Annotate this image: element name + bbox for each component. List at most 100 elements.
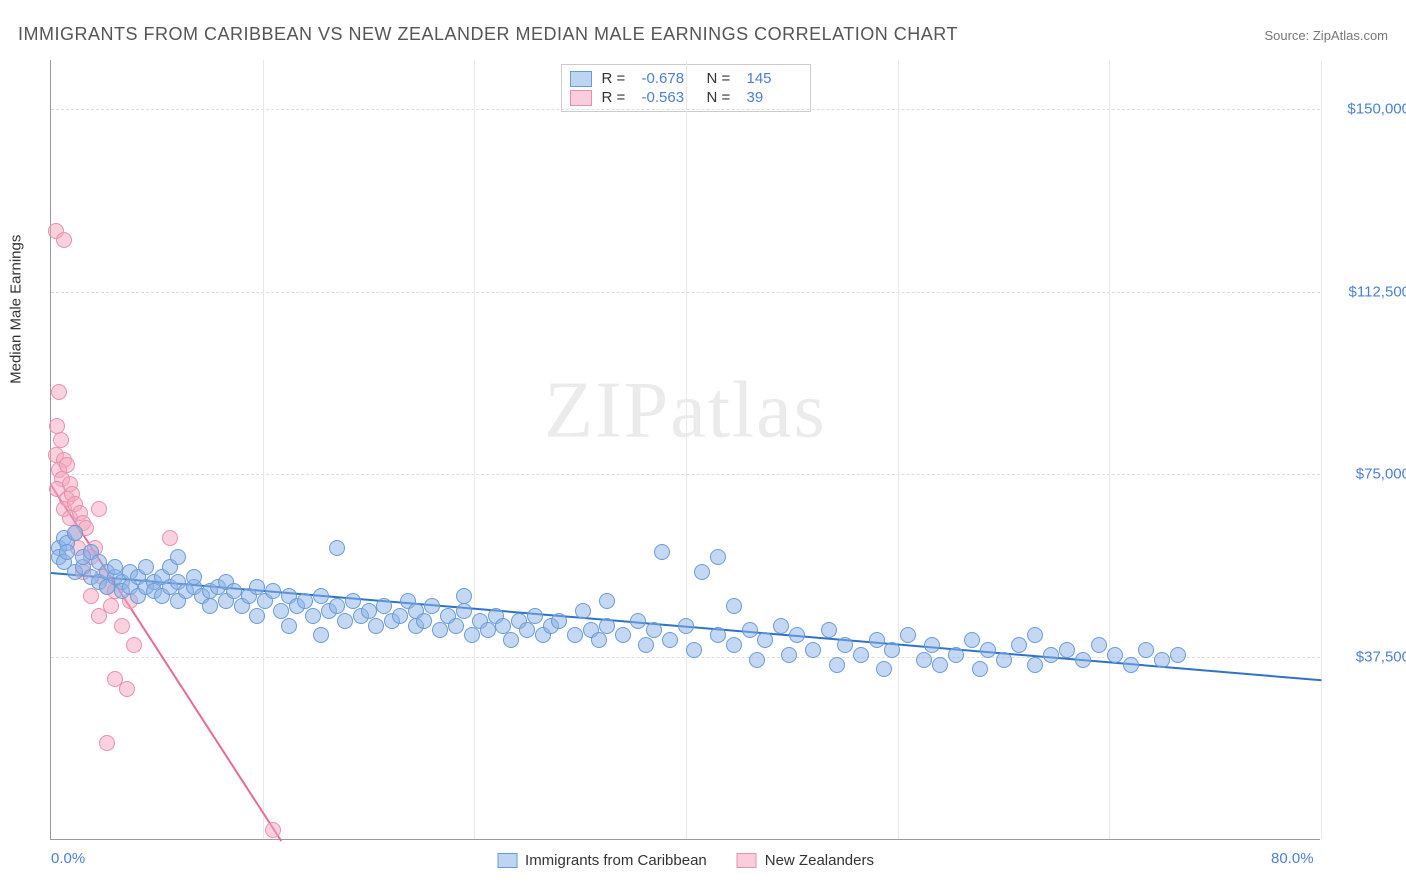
data-point (972, 661, 988, 677)
data-point (916, 652, 932, 668)
data-point (1123, 657, 1139, 673)
scatter-chart: Median Male Earnings ZIPatlas R = -0.678… (50, 60, 1320, 840)
gridline-v (686, 60, 687, 839)
data-point (297, 593, 313, 609)
data-point (368, 618, 384, 634)
data-point (599, 593, 615, 609)
data-point (924, 637, 940, 653)
swatch-newzealand (737, 853, 757, 868)
data-point (53, 432, 69, 448)
x-tick-label: 0.0% (51, 850, 85, 867)
x-tick-label: 80.0% (1271, 850, 1314, 867)
swatch-caribbean (570, 71, 592, 87)
data-point (1075, 652, 1091, 668)
data-point (876, 661, 892, 677)
data-point (56, 232, 72, 248)
data-point (638, 637, 654, 653)
data-point (996, 652, 1012, 668)
data-point (829, 657, 845, 673)
data-point (249, 579, 265, 595)
data-point (448, 618, 464, 634)
gridline-v (1109, 60, 1110, 839)
data-point (1138, 642, 1154, 658)
data-point (932, 657, 948, 673)
source-attribution: Source: ZipAtlas.com (1264, 28, 1388, 43)
gridline-v (1321, 60, 1322, 839)
data-point (726, 598, 742, 614)
data-point (757, 632, 773, 648)
data-point (329, 598, 345, 614)
data-point (519, 622, 535, 638)
data-point (662, 632, 678, 648)
y-tick-label: $75,000 (1330, 466, 1406, 483)
data-point (281, 618, 297, 634)
data-point (654, 544, 670, 560)
legend-item-caribbean: Immigrants from Caribbean (497, 852, 707, 869)
data-point (837, 637, 853, 653)
data-point (376, 598, 392, 614)
data-point (694, 564, 710, 580)
data-point (630, 613, 646, 629)
legend-item-newzealand: New Zealanders (737, 852, 874, 869)
data-point (114, 618, 130, 634)
data-point (1027, 627, 1043, 643)
data-point (392, 608, 408, 624)
gridline-v (474, 60, 475, 839)
data-point (337, 613, 353, 629)
data-point (265, 822, 281, 838)
data-point (361, 603, 377, 619)
data-point (615, 627, 631, 643)
data-point (432, 622, 448, 638)
data-point (805, 642, 821, 658)
data-point (1170, 647, 1186, 663)
data-point (749, 652, 765, 668)
data-point (948, 647, 964, 663)
y-tick-label: $112,500 (1330, 283, 1406, 300)
data-point (138, 559, 154, 575)
y-tick-label: $37,500 (1330, 649, 1406, 666)
data-point (119, 681, 135, 697)
data-point (781, 647, 797, 663)
data-point (1107, 647, 1123, 663)
data-point (59, 544, 75, 560)
gridline-v (263, 60, 264, 839)
data-point (710, 549, 726, 565)
data-point (329, 540, 345, 556)
data-point (345, 593, 361, 609)
data-point (51, 384, 67, 400)
data-point (249, 608, 265, 624)
data-point (503, 632, 519, 648)
data-point (599, 618, 615, 634)
data-point (853, 647, 869, 663)
data-point (527, 608, 543, 624)
data-point (464, 627, 480, 643)
data-point (495, 618, 511, 634)
data-point (273, 603, 289, 619)
data-point (1154, 652, 1170, 668)
data-point (265, 583, 281, 599)
data-point (49, 418, 65, 434)
data-point (567, 627, 583, 643)
data-point (1059, 642, 1075, 658)
data-point (186, 569, 202, 585)
data-point (59, 457, 75, 473)
data-point (226, 583, 242, 599)
data-point (313, 627, 329, 643)
data-point (103, 598, 119, 614)
data-point (1043, 647, 1059, 663)
data-point (646, 622, 662, 638)
data-point (91, 501, 107, 517)
data-point (789, 627, 805, 643)
chart-title: IMMIGRANTS FROM CARIBBEAN VS NEW ZEALAND… (18, 24, 958, 45)
data-point (686, 642, 702, 658)
data-point (83, 588, 99, 604)
data-point (551, 613, 567, 629)
data-point (416, 613, 432, 629)
data-point (162, 530, 178, 546)
data-point (710, 627, 726, 643)
gridline-v (898, 60, 899, 839)
data-point (305, 608, 321, 624)
data-point (456, 603, 472, 619)
data-point (202, 598, 218, 614)
data-point (742, 622, 758, 638)
